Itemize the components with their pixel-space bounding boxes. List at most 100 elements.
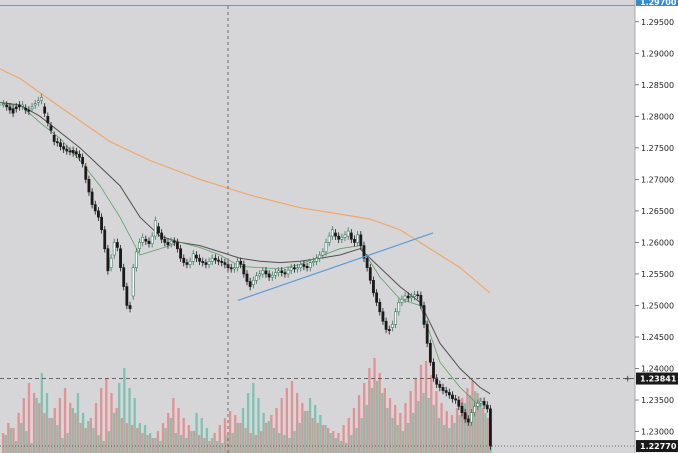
candle-body <box>365 257 369 268</box>
volume-bar <box>293 431 296 453</box>
volume-bar <box>316 423 319 453</box>
volume-bar <box>7 423 10 453</box>
candle-body <box>163 238 167 243</box>
volume-bar <box>476 393 479 453</box>
volume-bar <box>25 431 28 453</box>
candle-body <box>315 257 318 262</box>
axis-tick-label: 1.29000 <box>641 49 674 58</box>
axis-tick-label: 1.25000 <box>641 301 674 310</box>
price-badge <box>636 372 678 385</box>
candle-body <box>8 106 12 111</box>
volume-bar <box>370 388 374 453</box>
volume-bar <box>226 435 229 453</box>
candle-body <box>340 237 344 240</box>
candle-body <box>451 394 454 400</box>
volume-bar <box>74 413 77 453</box>
volume-bar <box>110 393 113 453</box>
volume-bar <box>167 413 170 453</box>
volume-bar <box>481 408 485 453</box>
volume-bar <box>319 415 322 453</box>
volume-bar <box>468 395 472 453</box>
volume-bar <box>128 388 131 453</box>
candle-body <box>176 242 179 250</box>
candle-body <box>359 234 363 246</box>
candle-body <box>141 237 145 243</box>
candle-body <box>289 267 293 271</box>
candle-body <box>185 262 189 265</box>
volume-bar <box>208 441 211 453</box>
plot-area[interactable] <box>0 0 635 453</box>
candle-body <box>220 261 224 263</box>
volume-bar <box>455 408 459 453</box>
candle-body <box>55 141 59 144</box>
price-axis-ticks: 1.29500 1.29000 1.28500 1.28000 1.27500 1.270… <box>635 18 674 437</box>
volume-bar <box>360 418 363 453</box>
volume-bar <box>241 408 245 453</box>
candle-body <box>49 125 53 131</box>
candle-body <box>447 392 451 396</box>
volume-bar <box>262 413 265 453</box>
top-price-badge-label: 1.29700 <box>640 0 677 7</box>
candle-body <box>258 273 262 277</box>
candle-body <box>24 107 28 111</box>
volume-bar <box>277 433 281 453</box>
volume-bar <box>161 423 165 453</box>
candle-body <box>286 269 290 275</box>
volume-bar <box>115 408 118 453</box>
candle-body <box>334 232 337 237</box>
candle-body <box>489 408 492 447</box>
candle-body <box>318 254 322 259</box>
moving-averages <box>0 68 491 407</box>
price-axis-panel[interactable] <box>635 0 678 453</box>
candle-body <box>59 142 62 147</box>
ma-mid-line <box>0 102 491 395</box>
volume-bar <box>200 418 203 453</box>
axis-tick-label: 1.23500 <box>641 396 674 405</box>
candle-body <box>100 216 103 231</box>
candle-body <box>84 166 88 180</box>
trendline[interactable] <box>237 232 434 301</box>
candle-body <box>432 361 435 379</box>
volume-bar <box>40 373 44 453</box>
volume-bar <box>76 393 80 453</box>
volume-bar <box>38 403 41 453</box>
volume-bar <box>151 438 154 453</box>
volume-bar <box>414 378 417 453</box>
candle-body <box>147 240 151 244</box>
candle-body <box>71 150 75 154</box>
candle-body <box>409 296 413 299</box>
volume-bar <box>66 433 69 453</box>
candle-body <box>128 305 132 309</box>
volume-bar <box>257 398 260 453</box>
axis-tick-label: 1.24500 <box>641 333 674 342</box>
volume-bar <box>479 398 482 453</box>
volume-bar <box>417 401 420 453</box>
candle-body <box>40 97 43 101</box>
volume-bar <box>247 393 250 453</box>
volume-bar <box>12 428 15 453</box>
volume-bar <box>120 418 123 453</box>
axis-tick-label: 1.27500 <box>641 144 674 153</box>
candle-body <box>30 106 34 110</box>
candle-body <box>454 398 458 401</box>
trendline-group[interactable] <box>237 232 434 301</box>
candle-body <box>343 234 347 238</box>
candle-body <box>251 279 255 285</box>
axis-tick-label: 1.27000 <box>641 175 674 184</box>
candle-body <box>403 295 407 300</box>
candle-body <box>362 245 366 259</box>
candle-body <box>270 274 274 278</box>
candle-body <box>242 264 246 275</box>
volume-bar <box>69 403 72 453</box>
candle-body <box>90 191 94 205</box>
candle-body <box>337 235 341 240</box>
candle-body <box>346 230 350 237</box>
volume-bar <box>267 421 270 453</box>
volume-bar <box>378 373 381 453</box>
candle-body <box>138 242 141 250</box>
plus-icon[interactable]: + <box>624 375 632 385</box>
volume-bar <box>303 411 307 453</box>
volume-bar <box>334 438 338 453</box>
